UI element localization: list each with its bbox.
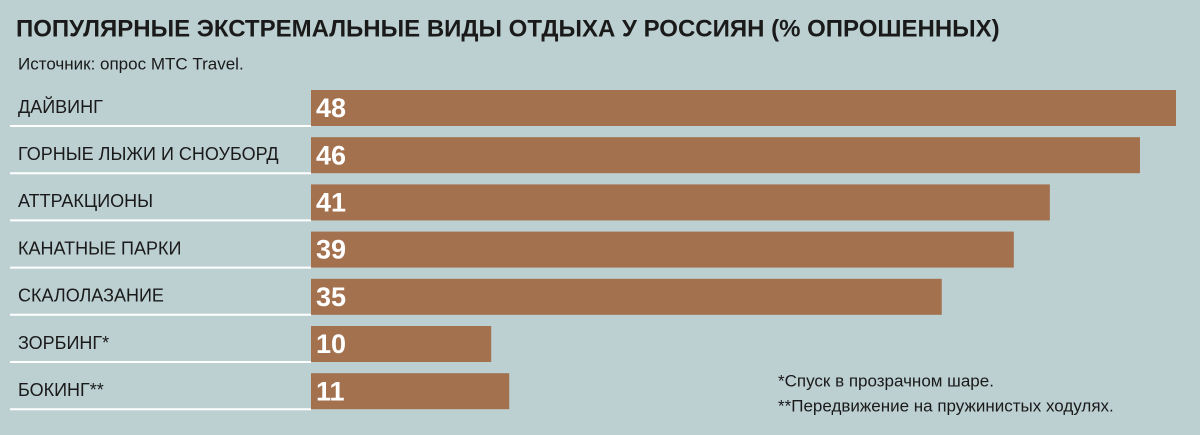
bar xyxy=(311,326,492,362)
y-tick-label: ДАЙВИНГ xyxy=(18,96,103,117)
bar xyxy=(311,184,1050,221)
footnote: *Спуск в прозрачном шаре. xyxy=(778,371,994,390)
value-label: 35 xyxy=(316,282,346,312)
chart-title: ПОПУЛЯРНЫЕ ЭКСТРЕМАЛЬНЫЕ ВИДЫ ОТДЫХА У Р… xyxy=(16,15,1000,42)
value-label: 11 xyxy=(316,376,345,406)
bar xyxy=(311,231,1014,268)
bar xyxy=(311,373,510,410)
value-label: 41 xyxy=(316,188,346,218)
bar xyxy=(311,90,1176,126)
value-label: 46 xyxy=(316,140,346,170)
chart-subtitle: Источник: опрос МТС Travel. xyxy=(18,54,244,73)
y-tick-label: БОКИНГ** xyxy=(18,380,104,400)
y-tick-label: СКАЛОЛАЗАНИЕ xyxy=(18,286,164,306)
y-tick-label: ГОРНЫЕ ЛЫЖИ И СНОУБОРД xyxy=(18,144,279,164)
value-label: 10 xyxy=(316,329,346,359)
y-tick-label: АТТРАКЦИОНЫ xyxy=(18,191,153,211)
bar xyxy=(311,278,942,315)
value-label: 39 xyxy=(316,235,346,265)
bar xyxy=(311,137,1140,174)
y-tick-label: ЗОРБИНГ* xyxy=(18,333,109,353)
value-label: 48 xyxy=(316,93,346,123)
footnote: **Передвижение на пружинистых ходулях. xyxy=(778,396,1114,415)
y-tick-label: КАНАТНЫЕ ПАРКИ xyxy=(18,238,181,258)
